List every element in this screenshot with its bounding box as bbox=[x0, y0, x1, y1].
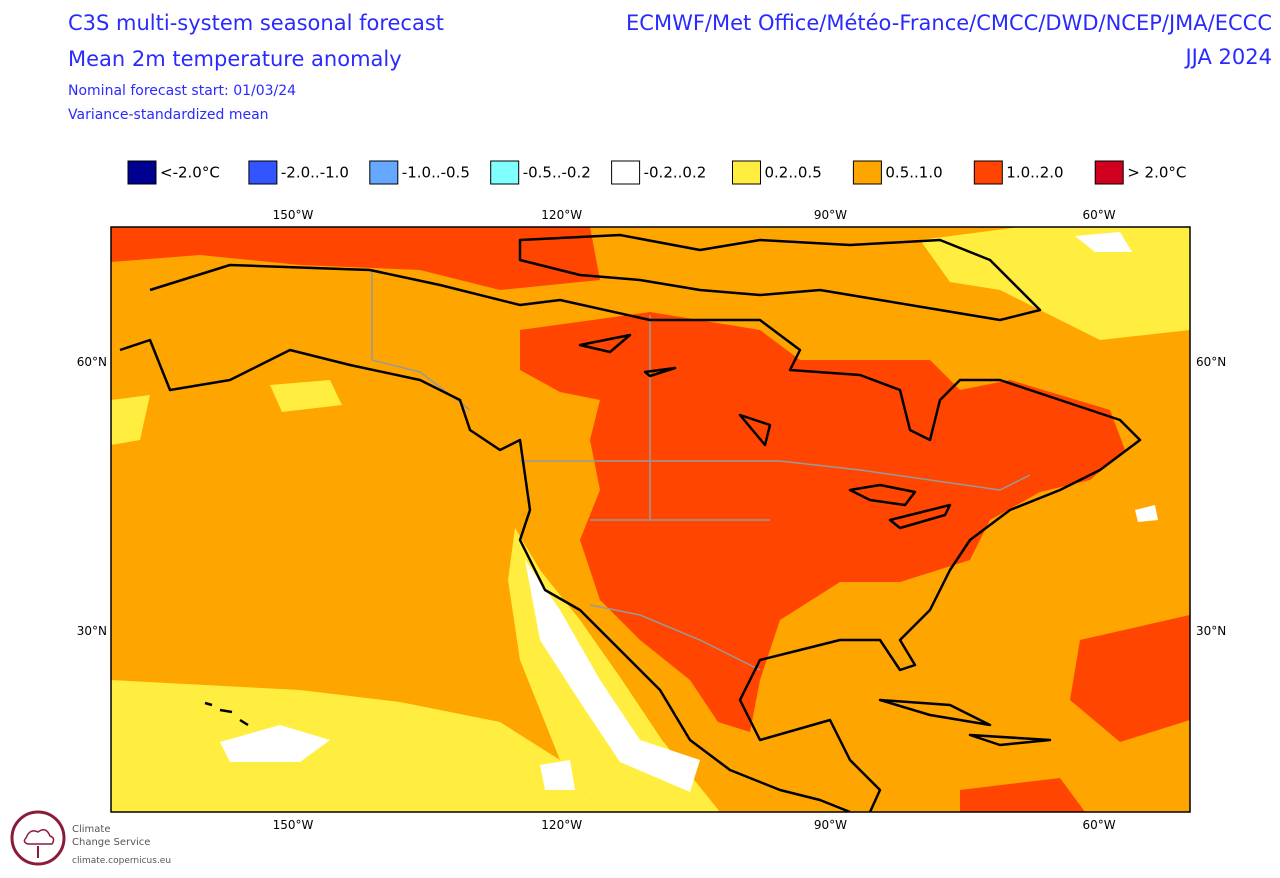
legend-label: 0.5..1.0 bbox=[885, 164, 942, 182]
logo-line: Change Service bbox=[72, 837, 150, 848]
longitude-label: 120°W bbox=[541, 208, 582, 222]
legend-label: -0.2..0.2 bbox=[644, 164, 707, 182]
centres: ECMWF/Met Office/Météo-France/CMCC/DWD/N… bbox=[626, 11, 1272, 35]
legend-label: -0.5..-0.2 bbox=[523, 164, 591, 182]
legend-swatch bbox=[127, 160, 157, 185]
legend-label: -2.0..-1.0 bbox=[281, 164, 349, 182]
logo-url: climate.copernicus.eu bbox=[72, 856, 171, 866]
legend-label: -1.0..-0.5 bbox=[402, 164, 470, 182]
axes: 150°W 150°W 120°W 120°W 90°W 90°W 60°W 60°W 60°N… bbox=[77, 208, 1227, 832]
legend-swatch bbox=[248, 160, 278, 185]
longitude-label: 120°W bbox=[541, 818, 582, 832]
legend-label: <-2.0°C bbox=[160, 164, 220, 182]
legend-label: 0.2..0.5 bbox=[765, 164, 822, 182]
legend-swatch bbox=[973, 160, 1003, 185]
legend-swatch bbox=[611, 160, 641, 185]
legend-swatch bbox=[1094, 160, 1124, 185]
legend-swatch bbox=[369, 160, 399, 185]
latitude-label: 30°N bbox=[77, 624, 107, 638]
legend-swatch bbox=[490, 160, 520, 185]
latitude-label: 30°N bbox=[1196, 624, 1226, 638]
longitude-label: 60°W bbox=[1083, 818, 1116, 832]
latitude-label: 60°N bbox=[77, 355, 107, 369]
longitude-label: 60°W bbox=[1083, 208, 1116, 222]
longitude-label: 90°W bbox=[814, 208, 847, 222]
legend-swatch bbox=[732, 160, 761, 185]
longitude-label: 90°W bbox=[814, 818, 847, 832]
legend-label: 1.0..2.0 bbox=[1006, 164, 1063, 182]
longitude-label: 150°W bbox=[273, 818, 314, 832]
subtitle: Mean 2m temperature anomaly bbox=[68, 47, 402, 71]
legend-swatch bbox=[852, 160, 882, 185]
logo-line: Climate bbox=[72, 824, 110, 835]
longitude-label: 150°W bbox=[273, 208, 314, 222]
map bbox=[110, 226, 1191, 813]
forecast-start: Nominal forecast start: 01/03/24 bbox=[68, 83, 296, 99]
logo: Climate Change Service climate.copernicu… bbox=[10, 810, 171, 866]
method: Variance-standardized mean bbox=[68, 107, 269, 123]
title: C3S multi-system seasonal forecast bbox=[68, 11, 444, 35]
legend: <-2.0°C -2.0..-1.0 -1.0..-0.5 -0.5..-0.2 -0.… bbox=[127, 160, 1186, 185]
latitude-label: 60°N bbox=[1196, 355, 1226, 369]
legend-label: > 2.0°C bbox=[1127, 164, 1186, 182]
season: JJA 2024 bbox=[1183, 45, 1272, 69]
